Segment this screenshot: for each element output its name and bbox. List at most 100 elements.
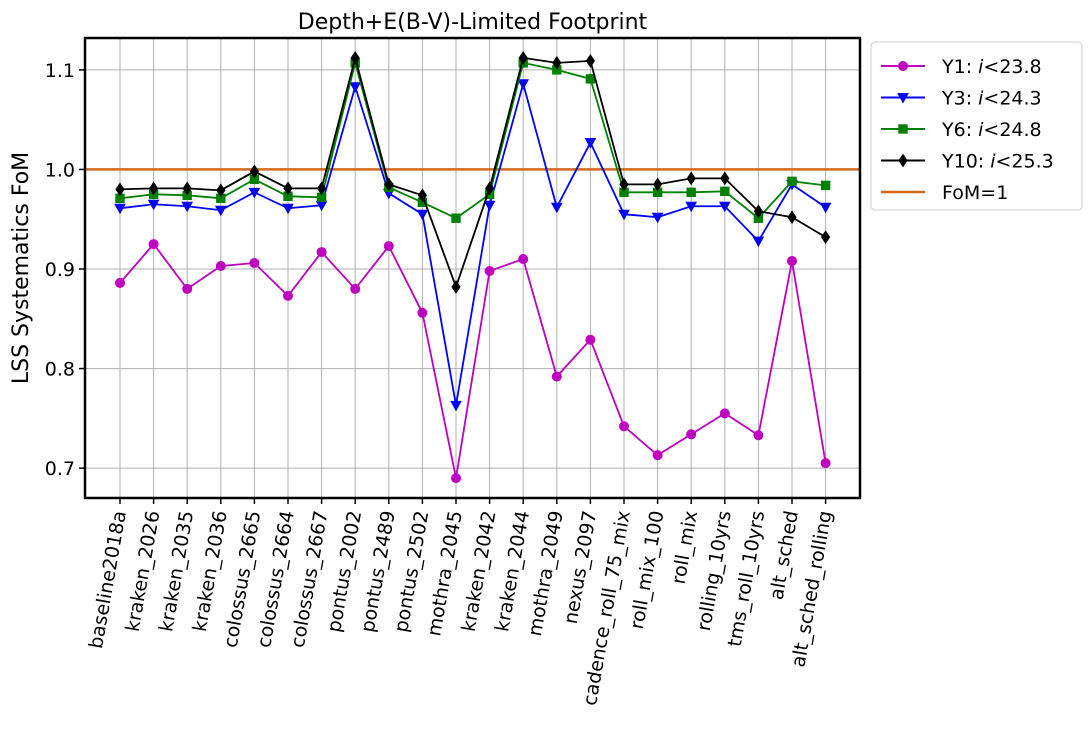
data-point — [585, 74, 596, 84]
series-4 — [115, 51, 831, 294]
data-point — [283, 181, 293, 196]
data-point — [248, 187, 261, 199]
data-point — [282, 203, 294, 215]
legend-marker — [897, 93, 909, 104]
legend-label: Y3: i<24.3 — [941, 88, 1042, 110]
data-point — [214, 205, 227, 217]
data-point — [451, 280, 461, 294]
data-point — [787, 210, 797, 225]
data-point — [249, 258, 260, 269]
series-3 — [115, 58, 831, 223]
data-point — [752, 236, 765, 248]
data-point — [484, 181, 495, 196]
data-point — [550, 202, 563, 214]
data-point — [651, 212, 664, 224]
legend-box — [870, 41, 1083, 211]
data-point — [283, 290, 293, 301]
legend-entry: Y1: i<23.8 — [881, 56, 1042, 78]
data-point — [584, 138, 597, 149]
legend-label-var: i — [978, 119, 984, 141]
legend-label-prefix: Y3: — [941, 88, 978, 110]
legend-entry: FoM=1 — [881, 182, 1008, 204]
y-tick-label: 1.1 — [45, 60, 75, 82]
legend-entry: Y3: i<24.3 — [881, 88, 1042, 110]
x-axis-ticks: baseline2018akraken_2026kraken_2035krake… — [85, 498, 837, 707]
data-point — [517, 79, 530, 90]
legend-marker — [898, 124, 908, 134]
data-point — [585, 53, 596, 68]
legend-label-prefix: Y1: — [941, 56, 978, 78]
y-axis-ticks: 0.7 0.8 0.9 1.0 1.1 — [45, 60, 85, 480]
y-tick-label: 1.0 — [45, 159, 75, 181]
data-point — [384, 177, 394, 192]
chart-title: Depth+E(B-V)-Limited Footprint — [298, 10, 648, 35]
y-axis-label: LSS Systematics FoM — [9, 152, 34, 384]
data-point — [450, 400, 462, 412]
series-1 — [115, 239, 831, 484]
data-point — [552, 55, 562, 70]
series-line — [119, 59, 826, 220]
data-point — [181, 201, 194, 213]
data-point — [148, 239, 159, 250]
data-point — [753, 204, 764, 219]
data-point — [182, 181, 192, 196]
data-point — [115, 277, 125, 288]
data-point — [349, 82, 362, 93]
data-point — [551, 371, 562, 382]
legend-label: Y10: i<25.3 — [941, 151, 1054, 173]
data-point — [216, 183, 226, 198]
grid-lines — [85, 38, 860, 498]
data-point — [820, 180, 831, 191]
data-point — [652, 177, 663, 192]
legend-label-prefix: Y6: — [941, 119, 978, 141]
data-point — [115, 182, 125, 197]
data-point — [720, 171, 730, 186]
data-point — [417, 307, 428, 318]
legend-entry: Y6: i<24.8 — [881, 119, 1042, 141]
series-line — [119, 80, 827, 406]
data-point — [249, 164, 260, 179]
data-point — [484, 265, 495, 276]
data-point — [819, 202, 832, 214]
data-point — [718, 201, 731, 213]
data-point — [417, 188, 428, 203]
legend-label: FoM=1 — [942, 182, 1008, 204]
x-tick-label: roll_mix — [668, 509, 703, 586]
data-point — [619, 421, 629, 432]
data-point — [350, 283, 361, 294]
data-point — [316, 181, 327, 196]
legend-label-var: i — [978, 88, 984, 110]
legend-label-suffix: <23.8 — [983, 56, 1041, 78]
y-tick-label: 0.7 — [45, 458, 75, 480]
legend-label-var: i — [990, 151, 996, 173]
legend-label-suffix: <24.8 — [983, 119, 1041, 141]
data-point — [215, 261, 226, 272]
data-point — [518, 51, 528, 65]
data-point — [451, 213, 461, 223]
legend-label-suffix: <25.3 — [996, 151, 1054, 173]
legend-marker — [898, 153, 908, 168]
data-point — [148, 181, 159, 196]
data-point — [686, 171, 696, 186]
legend-entry: Y10: i<25.3 — [881, 151, 1054, 173]
series-2 — [114, 79, 832, 412]
data-point — [720, 186, 730, 197]
data-point — [753, 430, 764, 441]
legend-label-suffix: <24.3 — [983, 88, 1041, 110]
data-point — [619, 177, 629, 192]
x-tick-label: roll_mix_100 — [626, 509, 668, 631]
data-point — [451, 473, 461, 484]
legend-label: Y1: i<23.8 — [941, 56, 1042, 78]
data-point — [518, 254, 529, 265]
data-point — [820, 458, 831, 469]
data-point — [114, 203, 126, 215]
series-line — [119, 54, 827, 290]
legend-label-var: i — [978, 56, 984, 78]
data-point — [820, 230, 831, 245]
data-point — [383, 241, 394, 252]
data-point — [416, 209, 429, 221]
data-point — [686, 187, 696, 198]
series-lines — [114, 51, 832, 484]
data-point — [787, 176, 797, 187]
